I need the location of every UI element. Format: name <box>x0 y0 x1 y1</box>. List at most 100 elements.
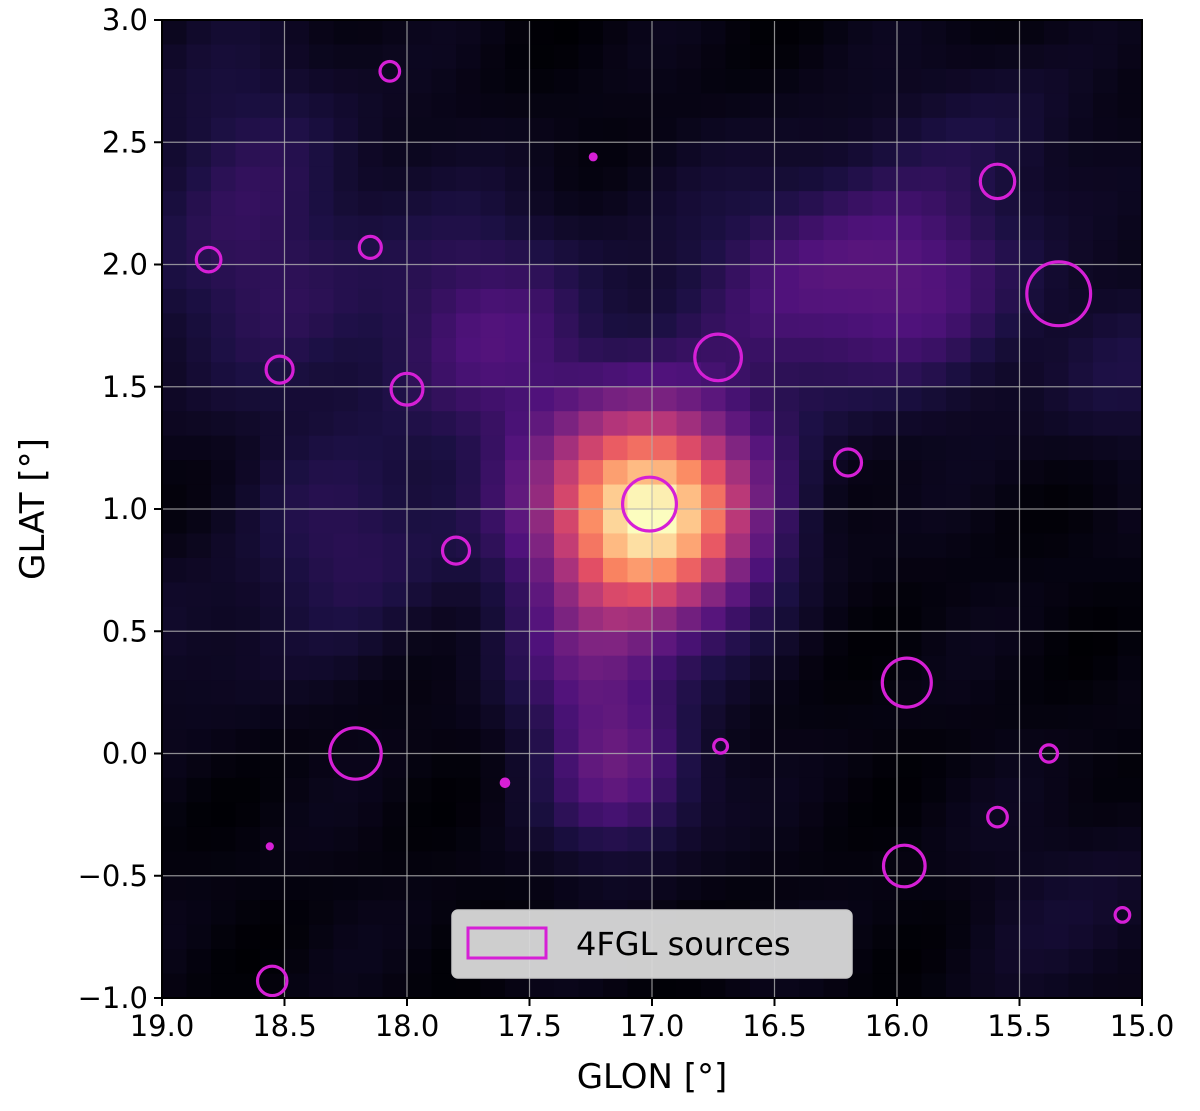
heatmap-pixel <box>750 20 776 46</box>
heatmap-pixel <box>358 191 384 217</box>
heatmap-pixel <box>235 900 261 926</box>
heatmap-pixel <box>1019 924 1045 950</box>
heatmap-pixel <box>676 826 702 852</box>
heatmap-pixel <box>235 68 261 94</box>
heatmap-pixel <box>1019 851 1045 877</box>
heatmap-pixel <box>333 680 359 706</box>
heatmap-pixel <box>627 240 653 266</box>
heatmap-pixel <box>823 313 849 339</box>
heatmap-pixel <box>162 44 188 70</box>
heatmap-pixel <box>1068 93 1094 119</box>
heatmap-pixel <box>701 557 727 583</box>
heatmap-pixel <box>897 288 923 314</box>
heatmap-pixel <box>260 93 286 119</box>
heatmap-pixel <box>750 484 776 510</box>
heatmap-pixel <box>627 435 653 461</box>
heatmap-pixel <box>333 191 359 217</box>
heatmap-pixel <box>921 777 947 803</box>
heatmap-pixel <box>823 240 849 266</box>
heatmap-pixel <box>1093 435 1119 461</box>
heatmap-pixel <box>554 337 580 363</box>
heatmap-pixel <box>897 20 923 46</box>
heatmap-pixel <box>333 655 359 681</box>
heatmap-pixel <box>235 313 261 339</box>
heatmap-pixel <box>970 704 996 730</box>
heatmap-pixel <box>211 142 237 168</box>
heatmap-pixel <box>676 533 702 559</box>
heatmap-pixel <box>970 949 996 975</box>
heatmap-pixel <box>382 240 408 266</box>
heatmap-pixel <box>1093 777 1119 803</box>
heatmap-pixel <box>676 337 702 363</box>
heatmap-pixel <box>407 142 433 168</box>
heatmap-pixel <box>897 777 923 803</box>
heatmap-pixel <box>725 582 751 608</box>
heatmap-pixel <box>1068 142 1094 168</box>
heatmap-pixel <box>480 20 506 46</box>
heatmap-pixel <box>1068 117 1094 143</box>
heatmap-pixel <box>211 264 237 290</box>
heatmap-pixel <box>333 435 359 461</box>
heatmap-pixel <box>750 313 776 339</box>
heatmap-pixel <box>505 288 531 314</box>
heatmap-pixel <box>1117 313 1143 339</box>
heatmap-pixel <box>946 533 972 559</box>
heatmap-pixel <box>848 557 874 583</box>
heatmap-pixel <box>946 704 972 730</box>
heatmap-pixel <box>578 68 604 94</box>
source-marker <box>1113 906 1132 924</box>
heatmap-pixel <box>407 215 433 241</box>
heatmap-pixel <box>260 20 286 46</box>
x-axis-ticks: 19.0 18.5 18.0 17.5 17.0 16.5 16.0 15.5 15.0 <box>130 998 1174 1043</box>
heatmap-pixel <box>260 142 286 168</box>
heatmap-pixel <box>946 191 972 217</box>
heatmap-pixel <box>211 900 237 926</box>
heatmap-pixel <box>554 753 580 779</box>
heatmap-pixel <box>1117 435 1143 461</box>
heatmap-pixel <box>603 191 629 217</box>
heatmap-pixel <box>799 826 825 852</box>
heatmap-pixel <box>333 313 359 339</box>
heatmap-pixel <box>725 484 751 510</box>
heatmap-pixel <box>309 435 335 461</box>
heatmap-pixel <box>848 93 874 119</box>
heatmap-pixel <box>407 337 433 363</box>
heatmap-pixel <box>554 802 580 828</box>
heatmap-pixel <box>848 288 874 314</box>
heatmap-pixel <box>823 509 849 535</box>
heatmap-pixel <box>309 337 335 363</box>
heatmap-pixel <box>799 557 825 583</box>
heatmap-pixel <box>897 142 923 168</box>
heatmap-pixel <box>946 142 972 168</box>
heatmap-pixel <box>652 729 678 755</box>
heatmap-pixel <box>1093 582 1119 608</box>
heatmap-pixel <box>554 509 580 535</box>
heatmap-pixel <box>701 362 727 388</box>
heatmap-pixel <box>1019 777 1045 803</box>
heatmap-pixel <box>750 509 776 535</box>
heatmap-pixel <box>211 777 237 803</box>
heatmap-pixel <box>186 166 212 192</box>
heatmap-pixel <box>995 240 1021 266</box>
heatmap-pixel <box>162 704 188 730</box>
heatmap-pixel <box>921 753 947 779</box>
y-tick-label: 2.0 <box>102 248 148 282</box>
heatmap-pixel <box>235 142 261 168</box>
legend: 4FGL sources <box>451 909 853 979</box>
heatmap-pixel <box>333 777 359 803</box>
source-marker <box>264 354 295 385</box>
heatmap-pixel <box>897 509 923 535</box>
heatmap-pixel <box>774 337 800 363</box>
heatmap-pixel <box>407 582 433 608</box>
heatmap-pixel <box>848 875 874 901</box>
heatmap-pixel <box>676 313 702 339</box>
heatmap-pixel <box>529 484 555 510</box>
heatmap-pixel <box>652 777 678 803</box>
heatmap-pixel <box>186 900 212 926</box>
heatmap-pixel <box>848 240 874 266</box>
heatmap-pixel <box>872 460 898 486</box>
heatmap-pixel <box>284 44 310 70</box>
heatmap-pixel <box>872 777 898 803</box>
heatmap-pixel <box>1093 460 1119 486</box>
heatmap-pixel <box>652 802 678 828</box>
